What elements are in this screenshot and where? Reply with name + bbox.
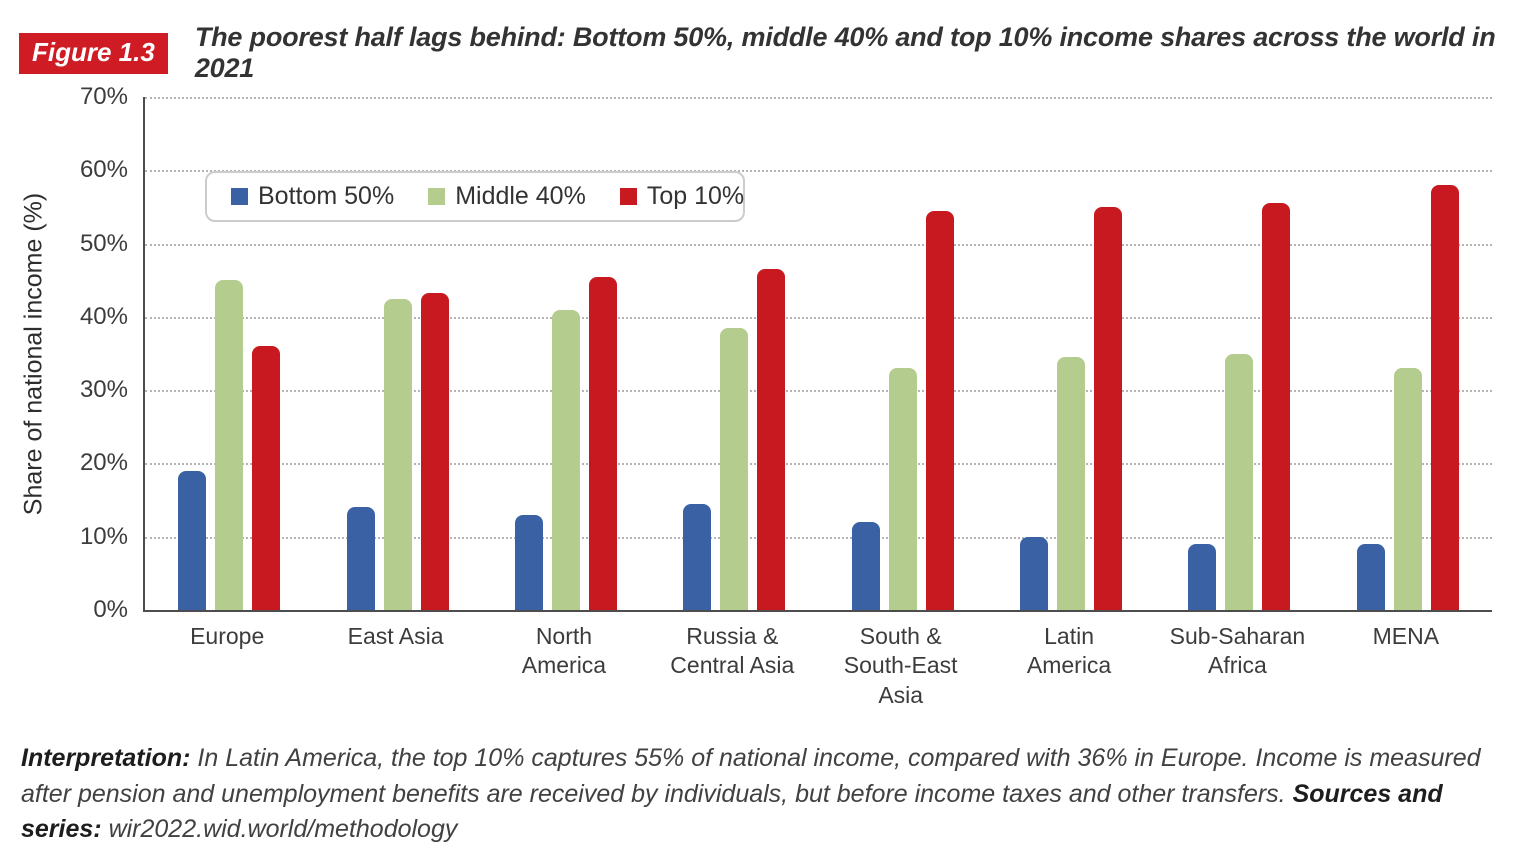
bar-group-sub-saharan-africa	[1155, 97, 1323, 610]
y-tick-60-pct: 60%	[79, 156, 128, 184]
y-tick-70-pct: 70%	[79, 83, 128, 110]
bar-group-russia-central-asia	[650, 97, 818, 610]
figure-label: Figure 1.3	[19, 32, 168, 74]
y-tick-10-pct: 10%	[79, 522, 128, 550]
x-label-line: South &	[859, 623, 942, 649]
gridline-50-pct	[145, 243, 1492, 246]
legend-item-middle-40: Middle 40%	[428, 182, 586, 211]
legend-label: Middle 40%	[455, 182, 586, 210]
bar-east-asia-middle-40	[383, 298, 412, 610]
legend-swatch-top-10	[619, 188, 637, 205]
x-label-line: Africa	[1208, 652, 1267, 679]
gridline-60-pct	[145, 170, 1492, 173]
figure-title: The poorest half lags behind: Bottom 50%…	[194, 22, 1496, 83]
x-label-europe: Europe	[143, 622, 311, 651]
gridline-40-pct	[145, 316, 1492, 319]
gridline-70-pct	[145, 97, 1492, 99]
y-tick-50-pct: 50%	[79, 229, 128, 257]
x-label-mena: MENA	[1322, 622, 1490, 651]
bar-latin-america-middle-40	[1057, 357, 1086, 610]
x-label-line: North	[535, 623, 593, 649]
bar-mena-middle-40	[1393, 368, 1422, 610]
y-tick-0-pct: 0%	[93, 596, 128, 623]
bar-europe-bottom-50	[178, 470, 207, 610]
x-label-line: Sub-Saharan	[1169, 623, 1306, 649]
bar-europe-top-10	[252, 346, 281, 610]
bar-sub-saharan-africa-middle-40	[1225, 353, 1254, 610]
bar-russia-central-asia-top-10	[757, 269, 786, 610]
plot-area	[143, 97, 1492, 612]
bar-mena-top-10	[1430, 184, 1459, 610]
legend-swatch-bottom-50	[231, 188, 248, 205]
x-label-line: Russia &	[686, 623, 779, 649]
bar-russia-central-asia-bottom-50	[683, 503, 712, 610]
bar-north-america-bottom-50	[514, 514, 543, 610]
x-label-line: Europe	[190, 623, 265, 649]
bar-sub-saharan-africa-top-10	[1262, 203, 1291, 610]
bar-north-america-middle-40	[551, 309, 580, 610]
sources-label: Sources and series:	[21, 779, 1443, 844]
x-label-line: Central Asia	[670, 652, 795, 679]
bar-latin-america-top-10	[1094, 206, 1123, 610]
legend-label: Bottom 50%	[258, 182, 395, 210]
x-label-line: East Asia	[347, 623, 444, 649]
bar-sub-saharan-africa-bottom-50	[1188, 544, 1217, 610]
y-tick-40-pct: 40%	[79, 302, 128, 330]
bar-latin-america-bottom-50	[1020, 536, 1049, 610]
legend-swatch-middle-40	[428, 188, 446, 205]
x-label-north-america: North America	[480, 622, 648, 681]
x-label-latin-america: Latin America	[985, 622, 1153, 681]
legend-item-bottom-50: Bottom 50%	[231, 182, 394, 211]
bar-group-east-asia	[313, 97, 481, 610]
bar-east-asia-top-10	[420, 292, 449, 610]
y-tick-20-pct: 20%	[79, 449, 128, 477]
bar-russia-central-asia-middle-40	[720, 327, 749, 610]
legend-label: Top 10%	[646, 182, 745, 210]
income-shares-bar-chart: Share of national income (%) 0% 10% 20% 30%…	[20, 83, 1492, 710]
interpretation-label: Interpretation:	[21, 744, 191, 772]
interpretation-note: Interpretation: In Latin America, the to…	[21, 741, 1523, 848]
bar-group-mena	[1324, 97, 1492, 610]
interpretation-text: In Latin America, the top 10% captures 5…	[21, 744, 1481, 808]
bar-south-south-east-asia-top-10	[925, 210, 954, 610]
y-tick-30-pct: 30%	[79, 376, 128, 404]
x-label-line: America	[521, 652, 607, 679]
bar-north-america-top-10	[588, 276, 617, 610]
bar-group-south-south-east-asia	[819, 97, 987, 610]
bar-east-asia-bottom-50	[346, 507, 375, 610]
legend-item-top-10: Top 10%	[619, 182, 745, 211]
bar-group-north-america	[482, 97, 650, 610]
sources-text: wir2022.wid.world/methodology	[101, 815, 458, 843]
x-label-east-asia: East Asia	[311, 622, 479, 651]
bar-europe-middle-40	[215, 280, 244, 610]
x-label-line: South-East	[843, 652, 958, 679]
legend: Bottom 50% Middle 40% Top 10%	[205, 171, 745, 222]
x-label-russia-central-asia: Russia & Central Asia	[648, 622, 816, 681]
x-label-line: America	[1026, 652, 1112, 679]
bar-mena-bottom-50	[1356, 544, 1385, 610]
gridline-10-pct	[145, 536, 1492, 539]
gridline-20-pct	[145, 463, 1492, 466]
x-label-line: Latin	[1044, 623, 1094, 649]
x-label-south-south-east-asia: South & South-East Asia	[817, 622, 985, 710]
x-label-line: MENA	[1372, 623, 1440, 649]
x-label-line: Asia	[878, 681, 924, 708]
bar-south-south-east-asia-middle-40	[888, 368, 917, 610]
bar-group-europe	[145, 97, 313, 610]
figure-header: Figure 1.3 The poorest half lags behind:…	[19, 22, 1536, 84]
bar-south-south-east-asia-bottom-50	[851, 522, 880, 610]
gridline-30-pct	[145, 390, 1492, 393]
bar-group-latin-america	[987, 97, 1155, 610]
x-label-sub-saharan-africa: Sub-Saharan Africa	[1153, 622, 1321, 681]
